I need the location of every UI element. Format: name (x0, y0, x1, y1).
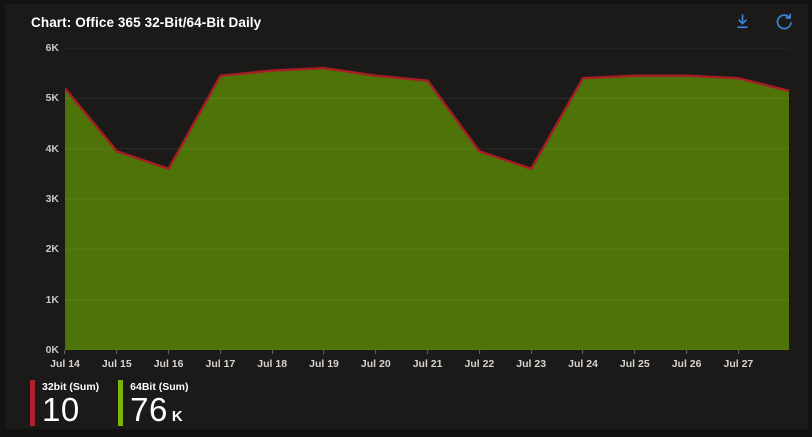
x-axis-label: Jul 16 (154, 350, 183, 370)
legend-item[interactable]: 32bit (Sum) 10 (30, 380, 99, 426)
x-axis-label: Jul 14 (50, 350, 80, 370)
refresh-icon (774, 12, 793, 34)
x-axis-tick (427, 350, 429, 354)
x-axis-label: Jul 23 (516, 350, 546, 370)
legend-value: 76 K (130, 391, 184, 428)
chart-legend: 32bit (Sum) 10 64Bit (Sum) 76 K (30, 380, 189, 426)
panel-actions (729, 10, 796, 36)
download-button[interactable] (729, 10, 755, 36)
x-axis-label: Jul 27 (724, 350, 753, 370)
chart-panel: Chart: Office 365 32-Bit/64-Bit Daily (5, 4, 808, 429)
legend-color-bar (118, 380, 124, 426)
legend-label: 64Bit (Sum) (130, 381, 189, 393)
y-axis-label: 3K (45, 193, 59, 205)
x-axis-label: Jul 25 (620, 350, 650, 370)
x-axis-tick (271, 350, 273, 354)
x-axis: Jul 14 Jul 15 Jul 16 Jul 17 Jul 18 Jul 19 Jul … (50, 350, 789, 380)
x-axis-label: Jul 24 (568, 350, 598, 370)
y-axis-label: 0K (45, 344, 59, 356)
y-axis-label: 4K (45, 142, 59, 155)
x-axis-tick (323, 350, 325, 354)
x-axis-label: Jul 26 (672, 350, 701, 370)
x-axis-tick (375, 350, 377, 354)
y-axis-label: 1K (45, 293, 59, 306)
plot-area[interactable] (64, 47, 790, 351)
x-axis-tick (530, 350, 532, 354)
x-axis-tick (737, 350, 739, 354)
legend-unit: K (171, 408, 184, 425)
y-axis-label: 6K (45, 42, 59, 54)
x-axis-tick (478, 350, 480, 354)
line-series-32bit (64, 66, 790, 171)
x-axis-tick (686, 350, 688, 354)
y-axis-label: 5K (45, 92, 59, 105)
y-axis-label: 2K (45, 243, 59, 256)
x-axis-label: Jul 15 (102, 350, 132, 370)
panel-title: Chart: Office 365 32-Bit/64-Bit Daily (31, 15, 262, 30)
x-axis-tick (582, 350, 584, 354)
x-axis-label: Jul 19 (309, 350, 339, 370)
legend-item[interactable]: 64Bit (Sum) 76 K (118, 380, 189, 428)
x-axis-label: Jul 21 (413, 350, 442, 370)
x-axis-label: Jul 17 (206, 350, 235, 370)
x-axis-label: Jul 20 (361, 350, 391, 370)
x-axis-tick (168, 350, 170, 354)
x-axis-label: Jul 22 (465, 350, 494, 370)
area-series-64bit (65, 68, 789, 350)
refresh-button[interactable] (770, 10, 796, 36)
legend-value: 10 (42, 391, 80, 428)
x-axis-tick (219, 350, 221, 354)
legend-label: 32bit (Sum) (42, 381, 100, 393)
x-axis-tick (64, 350, 66, 354)
legend-color-bar (30, 380, 35, 426)
x-axis-label: Jul 18 (257, 350, 287, 370)
download-icon (733, 12, 752, 34)
x-axis-tick (116, 350, 118, 354)
x-axis-tick (634, 350, 636, 354)
panel-header: Chart: Office 365 32-Bit/64-Bit Daily (5, 4, 808, 44)
